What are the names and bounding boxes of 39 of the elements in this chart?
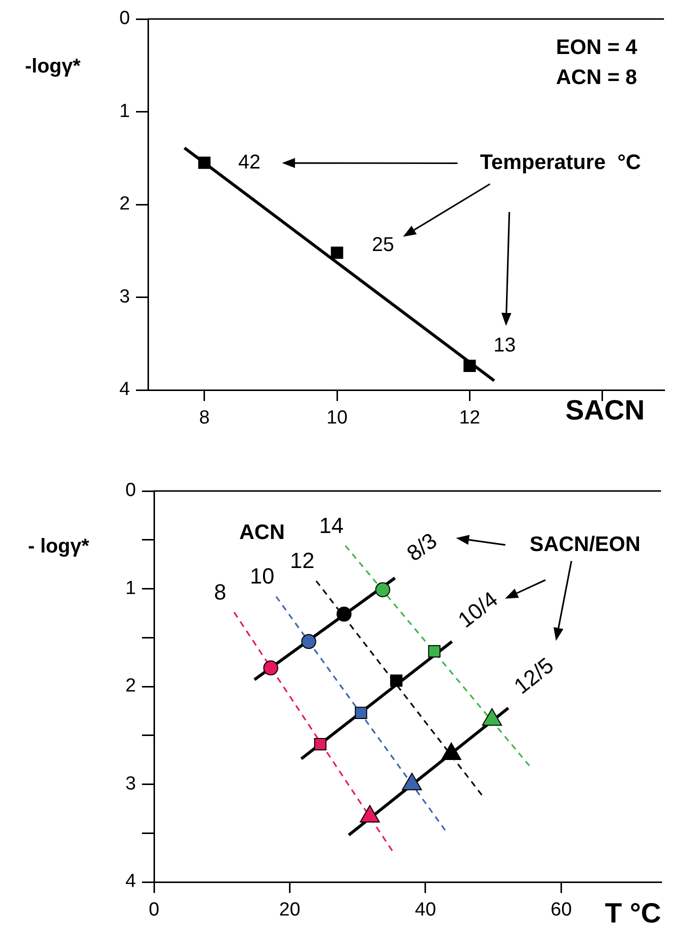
annotation: ACN — [239, 520, 285, 544]
annotation: Temperature °C — [480, 150, 641, 174]
annotation: 25 — [372, 234, 394, 256]
x-tick-label: 10 — [326, 408, 348, 429]
text: 12/5 — [509, 652, 558, 699]
point — [198, 156, 211, 169]
annotation: SACN/EON — [530, 532, 640, 556]
series-label: 8 — [214, 579, 226, 604]
x-axis-title: T °C — [604, 898, 662, 929]
y-tick-label: 4 — [125, 871, 136, 892]
x-tick-label: 0 — [148, 900, 160, 921]
y-tick-label: 1 — [125, 578, 136, 599]
x-tick-label: 8 — [199, 408, 210, 429]
text: 10/4 — [453, 586, 502, 633]
y-tick-label: 3 — [119, 286, 130, 308]
annotation: 13 — [494, 334, 516, 356]
x-tick-label: 40 — [414, 900, 436, 921]
series-label: 10 — [250, 564, 274, 589]
y-tick-label: 2 — [119, 194, 130, 215]
x-tick-label: 20 — [279, 900, 300, 921]
annotation: EON = 4 — [556, 36, 638, 59]
y-tick-label: 1 — [119, 100, 130, 122]
annotation: 42 — [238, 151, 260, 174]
y-tick-label: 3 — [125, 773, 136, 794]
series-label: 14 — [319, 512, 344, 538]
point — [330, 246, 344, 259]
y-axis-title: -logγ* — [25, 56, 81, 78]
y-tick-label: 0 — [119, 8, 130, 30]
x-axis-title: SACN — [565, 394, 645, 426]
y-tick-label: 2 — [125, 676, 136, 697]
y-tick-label: 0 — [125, 480, 136, 502]
legend-label: 8/3 — [402, 528, 442, 566]
point — [464, 360, 476, 372]
annotation: ACN = 8 — [556, 66, 638, 89]
x-tick-label: 60 — [550, 900, 572, 921]
series-label: 12 — [290, 548, 314, 573]
y-axis-title: - logγ* — [28, 536, 90, 558]
x-tick-label: 12 — [459, 408, 480, 429]
y-tick-label: 4 — [119, 379, 130, 400]
